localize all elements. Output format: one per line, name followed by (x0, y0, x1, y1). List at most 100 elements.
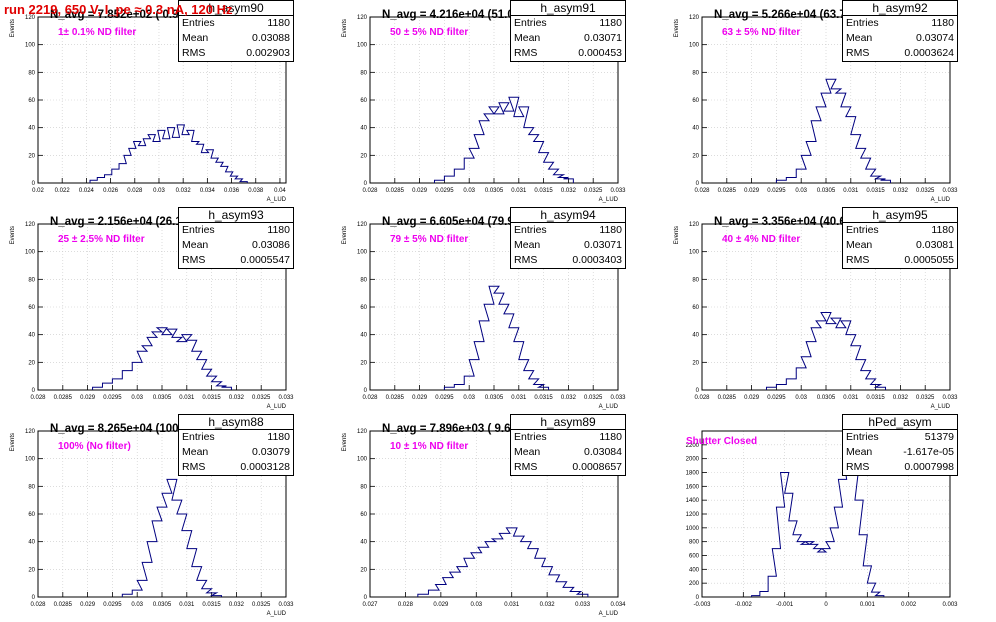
filter-note: 63 ± 5% ND filter (722, 27, 801, 38)
y-tick-label: 100 (357, 43, 368, 49)
x-tick-label: 0.031 (511, 395, 527, 401)
stat-label: Mean (514, 32, 541, 44)
y-tick-label: 0 (696, 181, 700, 187)
histogram-name: h_asym92 (843, 1, 957, 16)
stat-value: 0.0007998 (904, 461, 954, 473)
y-tick-label: 100 (25, 43, 36, 49)
histogram-bin (776, 384, 786, 390)
rms-row: RMS 0.002903 (179, 46, 293, 61)
histogram-bin (484, 304, 494, 390)
histogram-bin (172, 500, 182, 597)
x-tick-label: 0.032 (893, 188, 909, 194)
histogram-bin (768, 576, 776, 597)
x-tick-label: 0.0315 (866, 395, 885, 401)
y-tick-label: 400 (689, 567, 700, 573)
histogram-bin (504, 314, 514, 390)
stat-label: RMS (514, 461, 538, 473)
histogram-bin (785, 493, 793, 597)
stat-value: 0.03081 (916, 239, 954, 251)
y-tick-label: 60 (28, 98, 35, 104)
histogram-bin (122, 371, 132, 390)
x-tick-label: 0.029 (80, 602, 96, 608)
x-tick-label: 0.032 (561, 395, 577, 401)
y-tick-label: 120 (357, 429, 368, 435)
histogram-bin (428, 590, 439, 597)
histogram-bin (112, 379, 122, 390)
x-tick-label: 0.022 (55, 188, 71, 194)
x-axis-label: A_LUD (931, 404, 951, 410)
stat-value: 1180 (931, 224, 954, 236)
histogram-bin (474, 135, 484, 183)
histogram-bin (478, 547, 489, 597)
histogram-bin (816, 107, 826, 183)
histogram-series (443, 285, 550, 390)
mean-row: Mean 0.03079 (179, 445, 293, 460)
x-tick-label: 0.001 (860, 602, 876, 608)
histogram-plot: 0.028 0.0285 0.029 0.0295 0.03 0.0305 0.031 0.0… (674, 15, 958, 203)
histogram-bin (489, 107, 499, 183)
histogram-series (433, 96, 574, 183)
x-tick-label: 0.0315 (534, 188, 553, 194)
x-tick-label: -0.002 (735, 602, 753, 608)
y-tick-label: 40 (360, 333, 367, 339)
x-tick-label: 0.02 (32, 188, 44, 194)
histogram-bin (826, 542, 834, 597)
stat-label: Entries (514, 224, 547, 236)
histogram-bin (163, 139, 170, 183)
stat-label: RMS (846, 47, 870, 59)
histogram-bin (528, 549, 539, 597)
rms-row: RMS 0.0003624 (843, 46, 957, 61)
x-tick-label: 0.028 (362, 188, 378, 194)
x-tick-label: 0.0325 (252, 602, 271, 608)
histogram-bin (142, 346, 152, 390)
x-tick-label: 0.0305 (817, 188, 836, 194)
histogram-bin (818, 552, 826, 597)
y-tick-label: 100 (25, 457, 36, 463)
filter-note: 1± 0.1% ND filter (58, 27, 137, 38)
histogram-bin (830, 528, 838, 597)
x-tick-label: 0.028 (30, 395, 46, 401)
y-tick-label: 40 (360, 126, 367, 132)
stat-label: Mean (846, 446, 873, 458)
y-tick-label: 20 (360, 567, 367, 573)
histogram-bin (494, 114, 504, 183)
histogram-pad: 0.028 0.0285 0.029 0.0295 0.03 0.0305 0.031 0.0… (664, 0, 996, 207)
navg-label: N_avg = 6.605e+04 (79.9 %) (382, 216, 531, 228)
histogram-bin (856, 148, 866, 183)
histogram-bin (197, 360, 207, 390)
x-tick-label: 0.033 (942, 395, 958, 401)
stat-label: RMS (182, 47, 206, 59)
x-tick-label: 0.0285 (54, 395, 73, 401)
x-tick-label: 0.031 (504, 602, 520, 608)
histogram-name: h_asym94 (511, 208, 625, 223)
mean-row: Mean 0.03071 (511, 238, 625, 253)
x-tick-label: 0.029 (412, 188, 428, 194)
y-tick-label: 0 (364, 181, 368, 187)
stat-value: 0.03071 (584, 239, 622, 251)
x-tick-label: 0.032 (229, 395, 245, 401)
y-tick-label: 60 (360, 512, 367, 518)
y-tick-label: 20 (28, 360, 35, 366)
histogram-bin (492, 539, 503, 597)
x-tick-label: 0.0315 (534, 395, 553, 401)
histogram-bin (836, 328, 846, 390)
x-tick-label: 0.028 (362, 395, 378, 401)
x-tick-label: 0.0295 (103, 602, 122, 608)
histogram-bin (450, 572, 461, 597)
stat-label: Mean (846, 239, 873, 251)
histogram-name: h_asym89 (511, 415, 625, 430)
stat-label: Entries (182, 17, 215, 29)
mean-row: Mean 0.03074 (843, 31, 957, 46)
stat-value: 0.03084 (584, 446, 622, 458)
histogram-bin (856, 360, 866, 390)
histogram-bin (831, 318, 841, 390)
entries-row: Entries 1180 (843, 223, 957, 238)
x-tick-label: 0.003 (942, 602, 958, 608)
histogram-bin (814, 549, 822, 597)
x-tick-label: 0.0305 (153, 395, 172, 401)
histogram-bin (97, 177, 104, 183)
y-tick-label: 0 (32, 181, 36, 187)
y-tick-label: 40 (360, 540, 367, 546)
x-tick-label: 0.0285 (386, 395, 405, 401)
histogram-bin (834, 507, 842, 597)
